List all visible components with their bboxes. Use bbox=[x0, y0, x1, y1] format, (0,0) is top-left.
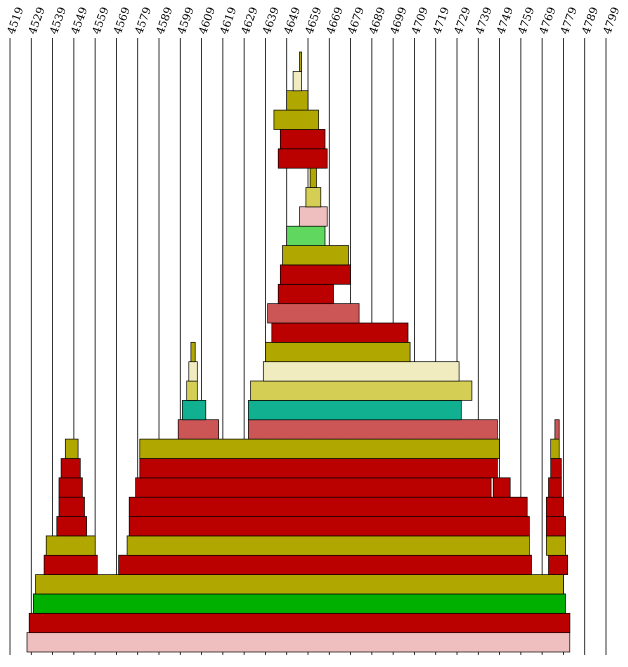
layer-segment-red bbox=[546, 516, 566, 537]
layer-segment-khaki bbox=[250, 380, 473, 401]
layer-segment-red bbox=[548, 554, 569, 575]
layer-segment-rose bbox=[177, 419, 219, 440]
layer-segment-lightgreen bbox=[286, 225, 326, 246]
layer-segment-red bbox=[277, 148, 328, 169]
x-tick-label: 4619 bbox=[217, 5, 239, 36]
layer-segment-olive bbox=[35, 574, 564, 595]
x-tick-label: 4559 bbox=[90, 5, 112, 36]
layer-segment-teal bbox=[182, 400, 207, 421]
x-tick-label: 4629 bbox=[239, 5, 261, 36]
x-tick-label: 4689 bbox=[366, 5, 388, 36]
x-tick-label: 4759 bbox=[515, 5, 537, 36]
layer-segment-olive bbox=[265, 341, 411, 363]
layer-segment-rose bbox=[267, 303, 360, 324]
layer-segment-olive bbox=[286, 90, 309, 111]
layer-segment-cream bbox=[188, 361, 198, 382]
layer-segment-olive bbox=[546, 535, 566, 556]
x-tick-label: 4529 bbox=[26, 5, 48, 36]
x-tick-label: 4649 bbox=[281, 5, 303, 36]
x-tick-label: 4739 bbox=[473, 5, 495, 36]
layer-segment-red bbox=[56, 516, 87, 537]
x-tick-label: 4519 bbox=[5, 5, 27, 36]
layer-segment-olive bbox=[282, 245, 349, 266]
x-tick-label: 4569 bbox=[111, 5, 133, 36]
x-tick-label: 4599 bbox=[175, 5, 197, 36]
layer-segment-red bbox=[279, 129, 326, 150]
layer-segment-red bbox=[277, 283, 334, 305]
layer-segment-olive bbox=[126, 535, 530, 556]
layer-segment-green bbox=[33, 593, 566, 614]
layer-segment-red bbox=[58, 477, 83, 498]
layer-segment-rose bbox=[248, 419, 498, 440]
layer-segment-khaki bbox=[186, 380, 198, 401]
x-tick-label: 4799 bbox=[601, 5, 623, 36]
layer-segment-red bbox=[271, 322, 409, 343]
x-tick-label: 4609 bbox=[196, 5, 218, 36]
layer-segment-olive bbox=[309, 167, 317, 188]
layer-segment-olive bbox=[64, 438, 79, 459]
layer-bars bbox=[26, 51, 571, 653]
x-tick-label: 4789 bbox=[579, 5, 601, 36]
layer-segment-rose bbox=[554, 419, 560, 440]
layer-segment-red bbox=[492, 477, 511, 498]
x-tick-label: 4549 bbox=[68, 5, 90, 36]
layer-segment-red bbox=[139, 458, 498, 479]
x-tick-label: 4749 bbox=[494, 5, 516, 36]
x-tick-labels: 4519 4529 4539 4549 4559 4569 4579 4589 4599 4609… bbox=[5, 5, 623, 36]
layer-segment-pink bbox=[299, 206, 328, 227]
layer-segment-red bbox=[135, 477, 492, 498]
layer-segment-red bbox=[279, 264, 351, 285]
layer-segment-teal bbox=[248, 400, 462, 421]
x-tick-label: 4779 bbox=[558, 5, 580, 36]
layer-segment-red bbox=[548, 477, 562, 498]
x-tick-label: 4589 bbox=[154, 5, 176, 36]
layer-segment-red bbox=[128, 496, 528, 517]
x-tick-label: 4679 bbox=[345, 5, 367, 36]
x-tick-label: 4769 bbox=[537, 5, 559, 36]
layer-segment-khaki bbox=[305, 187, 322, 208]
layer-segment-pink bbox=[26, 632, 571, 653]
layer-segment-olive bbox=[299, 51, 302, 72]
layer-segment-olive bbox=[550, 438, 560, 459]
layer-segment-olive bbox=[190, 341, 196, 363]
layer-segment-olive bbox=[139, 438, 500, 459]
layer-segment-red bbox=[118, 554, 532, 575]
x-tick-label: 4709 bbox=[409, 5, 431, 36]
layer-segment-red bbox=[128, 516, 530, 537]
x-tick-label: 4729 bbox=[452, 5, 474, 36]
layer-segment-olive bbox=[273, 109, 319, 130]
layer-segment-red bbox=[58, 496, 85, 517]
layer-segment-cream bbox=[262, 361, 460, 382]
layer-segment-red bbox=[43, 554, 98, 575]
x-tick-label: 4669 bbox=[324, 5, 346, 36]
x-tick-label: 4659 bbox=[303, 5, 325, 36]
layer-segment-red bbox=[60, 458, 81, 479]
layer-segment-red bbox=[28, 612, 571, 634]
layer-segment-red bbox=[550, 458, 562, 479]
x-tick-label: 4639 bbox=[260, 5, 282, 36]
x-tick-label: 4699 bbox=[388, 5, 410, 36]
layer-segment-olive bbox=[45, 535, 96, 556]
layer-segment-red bbox=[546, 496, 564, 517]
x-tick-label: 4579 bbox=[132, 5, 154, 36]
x-tick-label: 4539 bbox=[47, 5, 69, 36]
layer-segment-cream bbox=[292, 71, 302, 92]
x-tick-label: 4719 bbox=[430, 5, 452, 36]
